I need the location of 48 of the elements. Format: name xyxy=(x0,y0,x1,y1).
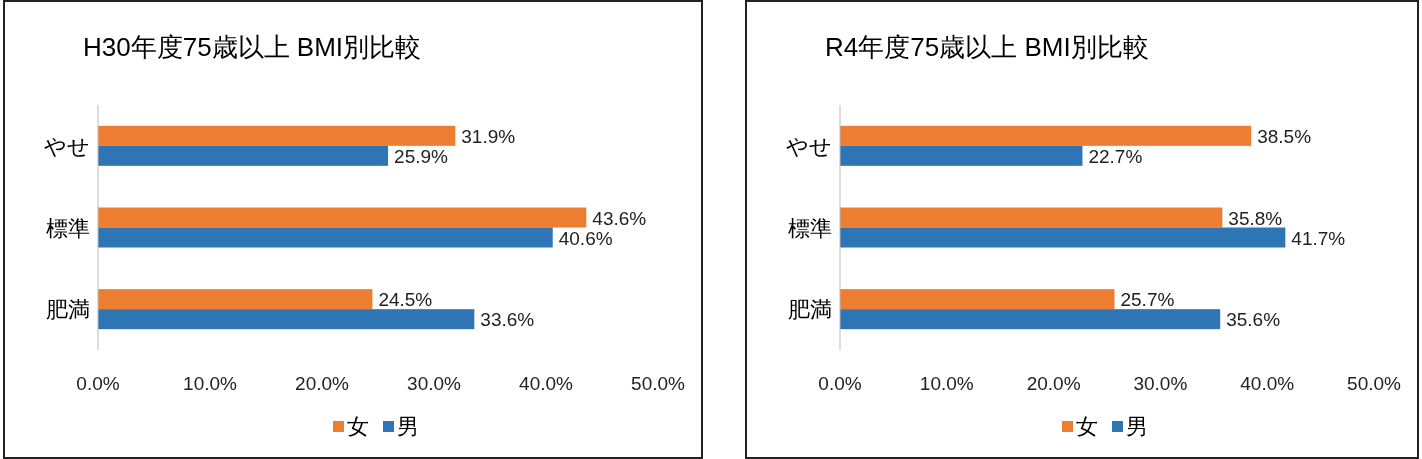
x-tick-label: 20.0% xyxy=(1026,373,1081,394)
bar xyxy=(840,227,1286,248)
x-tick-label: 10.0% xyxy=(183,373,238,394)
data-label: 41.7% xyxy=(1291,227,1346,249)
bar xyxy=(98,145,389,166)
x-tick-label: 50.0% xyxy=(631,373,686,394)
bar xyxy=(840,207,1223,228)
legend-label: 男 xyxy=(1126,414,1148,439)
x-tick-label: 30.0% xyxy=(1133,373,1188,394)
data-label: 31.9% xyxy=(461,125,516,147)
bar xyxy=(98,207,587,228)
data-label: 43.6% xyxy=(592,207,647,229)
x-tick-label: 10.0% xyxy=(919,373,974,394)
x-tick-label: 40.0% xyxy=(1240,373,1295,394)
x-tick-label: 20.0% xyxy=(295,373,350,394)
data-label: 25.9% xyxy=(394,145,449,167)
data-label: 24.5% xyxy=(378,289,433,311)
data-label: 38.5% xyxy=(1257,125,1312,147)
legend-label: 男 xyxy=(397,414,419,439)
y-tick-label: 肥満 xyxy=(46,297,90,323)
y-tick-label: 肥満 xyxy=(788,297,832,323)
bar xyxy=(98,227,553,248)
data-label: 35.6% xyxy=(1226,309,1281,331)
y-tick-label: 標準 xyxy=(46,215,90,241)
data-label: 33.6% xyxy=(480,309,535,331)
x-tick-label: 30.0% xyxy=(407,373,462,394)
data-label: 22.7% xyxy=(1088,145,1143,167)
bar xyxy=(840,289,1115,310)
data-label: 40.6% xyxy=(558,227,613,249)
y-tick-label: 標準 xyxy=(788,215,832,241)
chart-title: R4年度75歳以上 BMI別比較 xyxy=(825,32,1149,62)
chart-title: H30年度75歳以上 BMI別比較 xyxy=(83,32,422,62)
bar xyxy=(840,145,1083,166)
y-tick-label: やせ xyxy=(44,133,90,159)
legend-label: 女 xyxy=(347,414,369,439)
x-tick-label: 0.0% xyxy=(818,373,862,394)
bar xyxy=(98,125,456,146)
data-label: 25.7% xyxy=(1120,289,1175,311)
legend-label: 女 xyxy=(1076,414,1098,439)
x-tick-label: 50.0% xyxy=(1347,373,1402,394)
bar xyxy=(840,309,1221,330)
bar xyxy=(98,289,373,310)
bar xyxy=(98,309,475,330)
bar xyxy=(840,125,1252,146)
data-label: 35.8% xyxy=(1228,207,1283,229)
y-tick-label: やせ xyxy=(786,133,832,159)
x-tick-label: 40.0% xyxy=(519,373,574,394)
x-tick-label: 0.0% xyxy=(76,373,120,394)
